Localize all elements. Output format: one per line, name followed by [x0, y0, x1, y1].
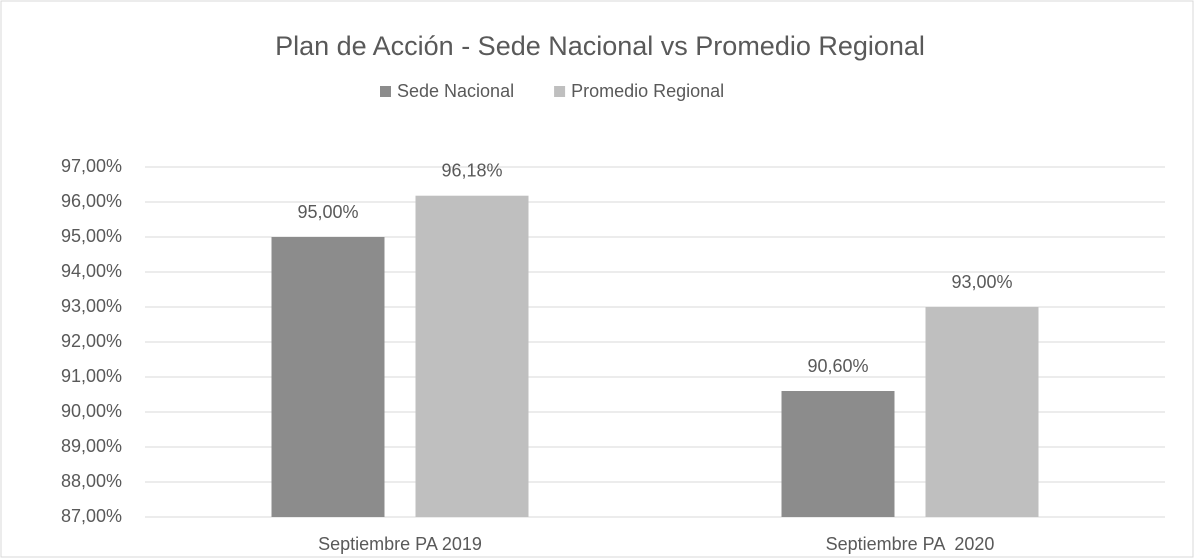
x-tick-label: Septiembre PA 2019 [318, 534, 482, 554]
data-label: 96,18% [441, 160, 502, 180]
y-tick-label: 90,00% [61, 401, 122, 421]
y-tick-label: 97,00% [61, 156, 122, 176]
data-label: 95,00% [297, 202, 358, 222]
bar [781, 391, 895, 517]
y-tick-label: 94,00% [61, 261, 122, 281]
x-tick-label: Septiembre PA 2020 [826, 534, 995, 554]
legend-label: Promedio Regional [571, 81, 724, 101]
bar [271, 237, 385, 517]
y-tick-label: 89,00% [61, 436, 122, 456]
y-tick-label: 95,00% [61, 226, 122, 246]
legend-swatch [554, 86, 566, 97]
bar [415, 195, 529, 517]
y-tick-label: 96,00% [61, 191, 122, 211]
legend-label: Sede Nacional [397, 81, 514, 101]
y-tick-label: 92,00% [61, 331, 122, 351]
data-label: 93,00% [951, 272, 1012, 292]
chart-title: Plan de Acción - Sede Nacional vs Promed… [275, 31, 925, 61]
y-tick-label: 87,00% [61, 506, 122, 526]
bar [925, 307, 1039, 517]
data-label: 90,60% [807, 356, 868, 376]
y-tick-label: 91,00% [61, 366, 122, 386]
y-tick-label: 93,00% [61, 296, 122, 316]
y-tick-label: 88,00% [61, 471, 122, 491]
legend-swatch [380, 86, 391, 97]
